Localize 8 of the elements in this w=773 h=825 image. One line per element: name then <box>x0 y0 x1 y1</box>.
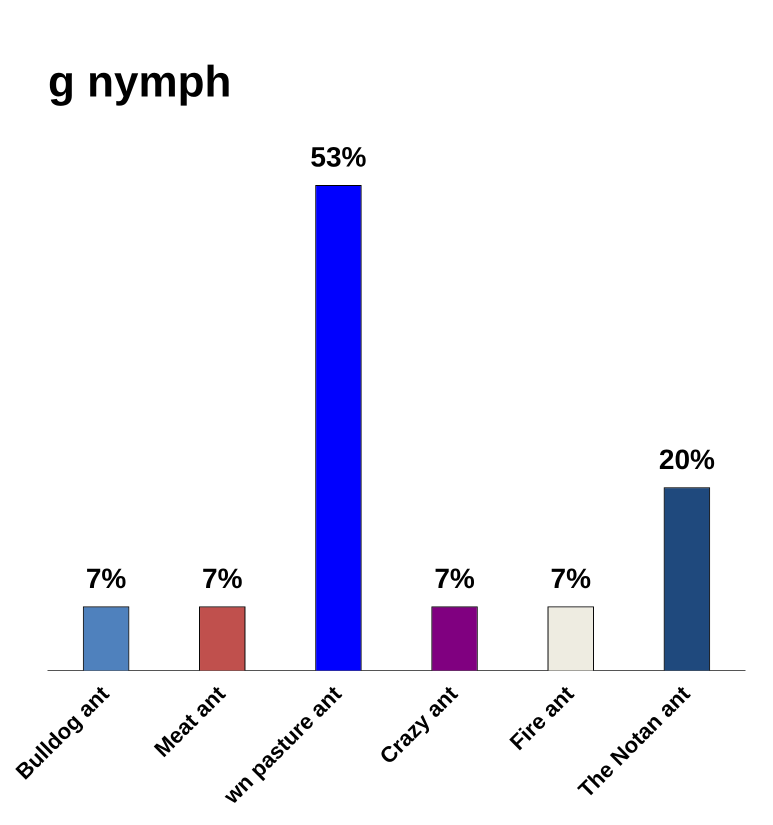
data-label: 7% <box>202 563 243 594</box>
data-label: 20% <box>658 444 716 476</box>
x-tick-label: Fire ant <box>504 680 580 755</box>
data-label: 7% <box>434 563 475 594</box>
data-label: 53% <box>310 142 367 173</box>
data-label: 7% <box>550 563 592 594</box>
data-label: 7% <box>86 563 126 594</box>
chart-title: g nymph <box>48 58 232 107</box>
